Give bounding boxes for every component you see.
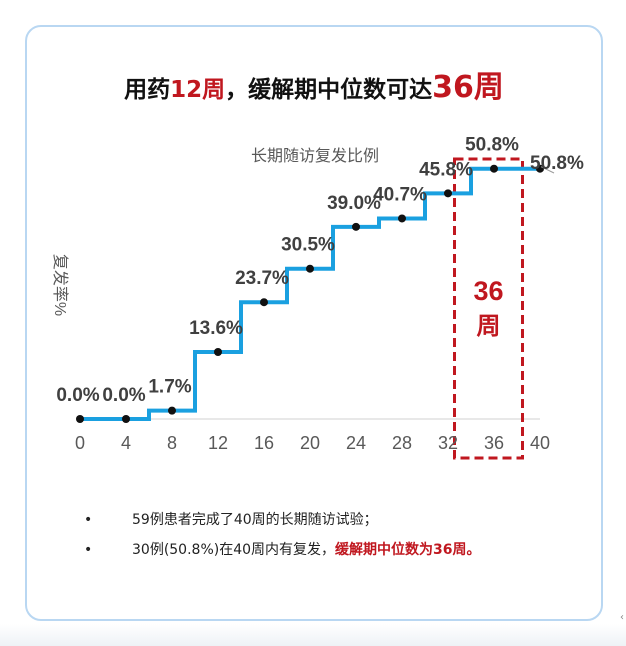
bullet-text-2-main: 30例(50.8%)在40周内有复发， xyxy=(132,542,336,558)
bullet-text-2-emphasis: 缓解期中位数为36周。 xyxy=(335,542,481,558)
x-tick-label: 8 xyxy=(167,433,177,453)
data-point xyxy=(306,264,314,273)
x-tick-label: 16 xyxy=(254,433,274,453)
data-point xyxy=(398,214,406,223)
x-tick-label: 20 xyxy=(300,433,320,453)
data-label-leader-line xyxy=(540,166,555,174)
data-point xyxy=(260,298,268,307)
title-part2: ，缓解期中位数可达 xyxy=(225,77,433,103)
data-point xyxy=(214,347,222,356)
title-highlight-12w: 12周 xyxy=(170,77,226,103)
content-card xyxy=(25,25,603,621)
data-label: 0.0% xyxy=(102,385,145,406)
bullet-text-1: 59例患者完成了40周的长期随访试验； xyxy=(132,510,378,530)
slide-title: 用药12周，缓解期中位数可达36周 xyxy=(25,62,603,106)
highlight-label-number: 36 xyxy=(473,276,503,306)
data-label: 45.8% xyxy=(419,159,473,180)
bullet-text-2: 30例(50.8%)在40周内有复发，缓解期中位数为36周。 xyxy=(132,540,481,560)
data-label: 50.8% xyxy=(530,153,584,174)
x-tick-label: 0 xyxy=(75,433,85,453)
data-label: 1.7% xyxy=(148,377,191,398)
bullet-item-2: • 30例(50.8%)在40周内有复发，缓解期中位数为36周。 xyxy=(84,540,584,570)
data-label: 50.8% xyxy=(465,135,519,156)
x-tick-label: 36 xyxy=(484,433,504,453)
x-tick-label: 40 xyxy=(530,433,550,453)
bullet-list: • 59例患者完成了40周的长期随访试验； • 30例(50.8%)在40周内有… xyxy=(84,510,584,570)
y-axis-label: 复发率% xyxy=(51,254,69,316)
bullet-marker: • xyxy=(84,542,93,558)
data-label: 40.7% xyxy=(373,184,427,205)
data-label: 39.0% xyxy=(327,193,381,214)
data-label: 23.7% xyxy=(235,268,289,289)
data-point xyxy=(490,164,498,173)
x-tick-label: 24 xyxy=(346,433,366,453)
x-tick-label: 32 xyxy=(438,433,458,453)
data-point xyxy=(122,415,130,423)
bullet-text-1-main: 59例患者完成了40周的长期随访试验； xyxy=(132,512,378,528)
data-point xyxy=(76,415,84,423)
bullet-item-1: • 59例患者完成了40周的长期随访试验； xyxy=(84,510,584,540)
data-label: 13.6% xyxy=(189,318,243,339)
highlight-box xyxy=(453,157,524,460)
chart-title: 长期随访复发比例 xyxy=(251,147,379,165)
data-point xyxy=(352,222,360,231)
title-highlight-36w: 36周 xyxy=(432,70,504,105)
title-part1: 用药 xyxy=(124,77,171,103)
data-label: 30.5% xyxy=(281,235,335,256)
x-tick-label: 12 xyxy=(208,433,228,453)
edge-mark: ‹ xyxy=(620,612,624,623)
x-tick-label: 4 xyxy=(121,433,131,453)
data-point xyxy=(444,189,452,198)
highlight-label-unit: 周 xyxy=(477,312,501,340)
data-point xyxy=(168,406,176,415)
x-tick-label: 28 xyxy=(392,433,412,453)
data-label: 0.0% xyxy=(56,385,99,406)
bottom-fade xyxy=(0,624,626,646)
bullet-marker: • xyxy=(84,512,93,528)
